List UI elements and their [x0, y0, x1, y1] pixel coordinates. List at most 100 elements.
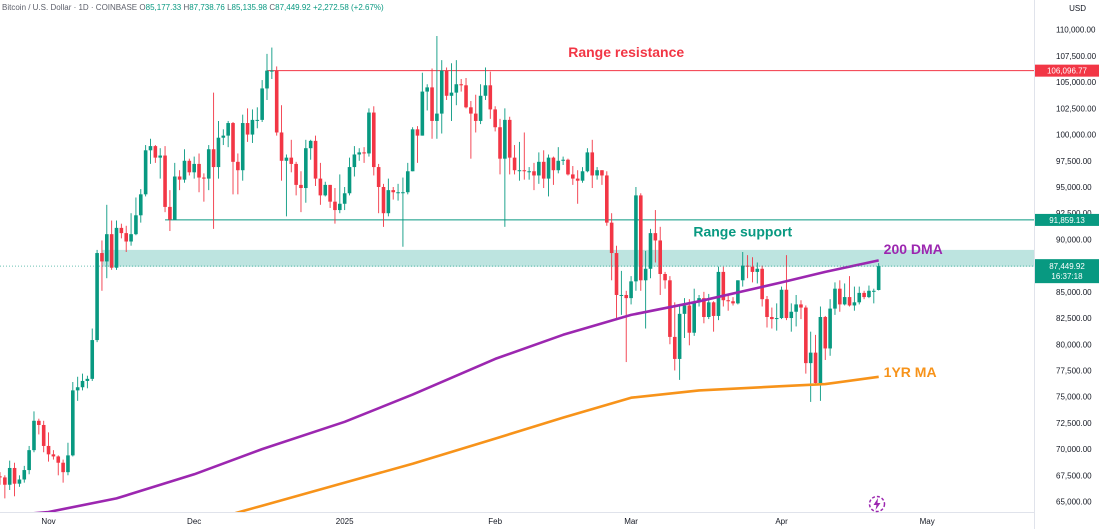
candle-body	[784, 289, 789, 319]
candle-body	[842, 297, 847, 305]
candle-body	[464, 85, 468, 108]
x-tick-label: Nov	[41, 517, 55, 526]
currency-label[interactable]: USD	[1069, 4, 1086, 13]
candle-body	[517, 170, 522, 172]
candle-body	[862, 292, 866, 298]
x-tick-label: 2025	[336, 517, 354, 526]
candle-body	[304, 148, 308, 189]
candle-body	[580, 171, 585, 181]
candle-body	[129, 234, 133, 242]
y-tick-label: 85,000.00	[1056, 288, 1092, 297]
open-value: 85,177.33	[145, 3, 182, 12]
candle-body	[323, 184, 328, 196]
candle-body	[638, 195, 643, 281]
candle-body	[818, 316, 823, 384]
candle-body	[109, 234, 114, 268]
close-label: C	[269, 3, 276, 12]
candle-body	[750, 266, 755, 272]
candle-body	[677, 313, 682, 359]
y-tick-label: 82,500.00	[1056, 314, 1092, 323]
y-tick-label: 65,000.00	[1056, 498, 1092, 507]
candle-body	[876, 266, 881, 290]
candle-body	[231, 123, 235, 162]
y-tick-label: 75,000.00	[1056, 393, 1092, 402]
y-tick-label: 67,500.00	[1056, 471, 1092, 480]
candle-body	[381, 186, 386, 214]
countdown-label: 16:37:18	[1051, 272, 1083, 281]
candle-body	[265, 70, 269, 89]
candle-body	[537, 161, 541, 176]
candle-body	[804, 307, 808, 364]
candle-body	[27, 450, 31, 471]
candle-body	[226, 123, 230, 136]
moving-average-line	[234, 375, 879, 512]
candle-body	[100, 253, 104, 262]
y-tick-label: 90,000.00	[1056, 235, 1092, 244]
candle-body	[619, 294, 624, 296]
candle-body	[838, 288, 842, 305]
candle-body	[425, 87, 429, 92]
candle-body	[32, 420, 36, 451]
candle-body	[352, 154, 357, 168]
last-price-tag	[1035, 259, 1099, 284]
candle-body	[391, 190, 396, 193]
candle-body	[17, 479, 22, 484]
candle-body	[706, 302, 711, 317]
candle-body	[386, 190, 391, 214]
close-value: 87,449.92	[275, 3, 311, 12]
candle-body	[566, 159, 570, 175]
candle-body	[721, 271, 726, 301]
x-tick-label: Dec	[187, 517, 201, 526]
moving-average-line	[33, 259, 879, 512]
support-zone	[101, 249, 1034, 267]
candle-body	[867, 290, 871, 298]
candle-body	[585, 152, 590, 172]
candle-body	[609, 222, 614, 254]
candle-body	[405, 171, 410, 193]
candle-body	[80, 380, 85, 388]
candle-body	[410, 129, 415, 172]
candle-body	[527, 171, 531, 173]
candle-body	[823, 316, 828, 349]
candle-body	[541, 161, 546, 179]
y-tick-label: 95,000.00	[1056, 183, 1092, 192]
candle-body	[755, 268, 760, 272]
low-label: L	[227, 3, 232, 12]
candle-body	[600, 170, 604, 176]
y-tick-label: 102,500.00	[1056, 104, 1097, 113]
candle-body	[571, 174, 575, 179]
candle-body	[279, 132, 284, 161]
candle-body	[216, 137, 221, 168]
candle-body	[415, 129, 420, 136]
candle-body	[134, 215, 138, 235]
candle-body	[454, 84, 459, 93]
y-tick-label: 80,000.00	[1056, 340, 1092, 349]
x-tick-label: Mar	[624, 517, 638, 526]
candle-body	[799, 304, 803, 308]
candle-body	[182, 160, 187, 180]
candle-body	[605, 175, 609, 223]
candle-body	[308, 140, 313, 149]
candle-body	[318, 178, 323, 196]
candle-body	[221, 135, 226, 138]
candle-body	[61, 462, 65, 473]
candle-body	[143, 150, 148, 195]
candle-body	[872, 290, 876, 292]
candle-body	[328, 184, 332, 202]
candle-body	[401, 192, 405, 194]
candle-body	[444, 70, 449, 96]
candle-body	[493, 109, 497, 128]
candle-body	[857, 292, 862, 303]
candle-body	[289, 157, 294, 164]
candle-body	[682, 305, 687, 314]
candle-body	[211, 149, 216, 168]
candle-body	[503, 119, 507, 159]
candle-body	[148, 146, 153, 151]
candle-body	[240, 123, 245, 171]
candle-body	[546, 157, 551, 179]
bolt-circle-icon[interactable]	[867, 494, 887, 514]
chart-annotation: 200 DMA	[884, 241, 943, 257]
candle-body	[119, 227, 124, 234]
